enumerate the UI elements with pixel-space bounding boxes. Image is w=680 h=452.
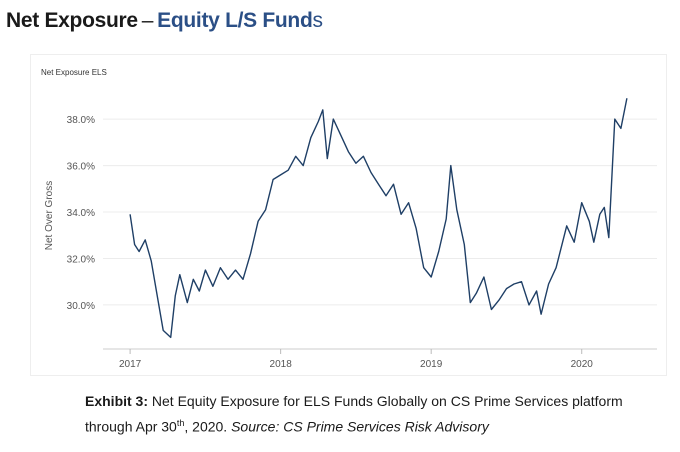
chart-title: Net Exposure ELS [41, 68, 107, 77]
y-tick-label: 30.0% [67, 301, 95, 312]
x-tick-label: 2019 [420, 359, 443, 370]
net-exposure-line [129, 98, 628, 339]
caption-sup: th [176, 418, 185, 428]
headline-dash: – [141, 9, 154, 32]
chart-panel: Net Exposure ELS 30.0% 32.0% 34.0% 36.0% 38.0… [30, 54, 667, 376]
headline: Net Exposure – Equity L/S Funds [6, 9, 323, 33]
headline-accent: Equity L/S Fund [157, 9, 313, 32]
y-tick-label: 38.0% [67, 115, 95, 126]
caption-source: Source: CS Prime Services Risk Advisory [231, 418, 489, 435]
net-exposure-chart: Net Exposure ELS 30.0% 32.0% 34.0% 36.0% 38.0… [41, 68, 657, 370]
x-tick-label: 2017 [119, 359, 142, 370]
caption-text-end: , 2020. [184, 418, 228, 435]
headline-main: Net Exposure [6, 9, 138, 32]
caption-label: Exhibit 3: [85, 393, 149, 409]
y-tick-label: 36.0% [67, 162, 95, 173]
x-tick-label: 2018 [270, 359, 293, 370]
exhibit-caption: Exhibit 3: Net Equity Exposure for ELS F… [85, 390, 665, 438]
y-tick-label: 32.0% [67, 254, 95, 265]
x-tick-label: 2020 [571, 359, 594, 370]
y-tick-label: 34.0% [67, 208, 95, 219]
caption-text: Net Equity Exposure for ELS Funds Global… [85, 393, 623, 435]
y-axis-title: Net Over Gross [44, 181, 55, 250]
headline-tail: s [312, 9, 324, 32]
